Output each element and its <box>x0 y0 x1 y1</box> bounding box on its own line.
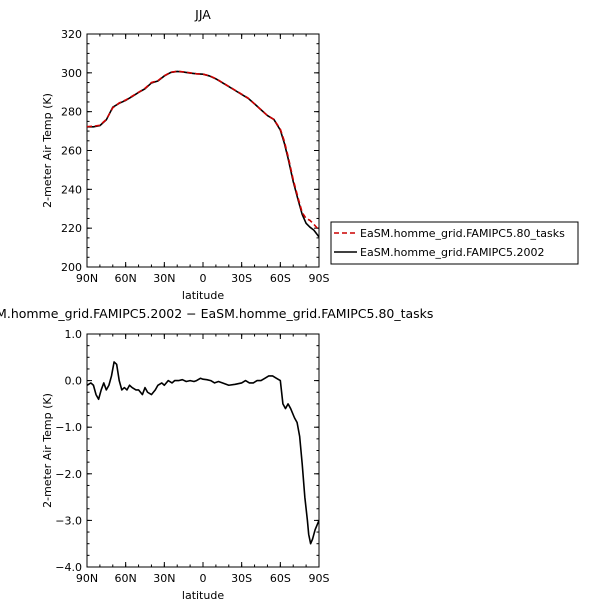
y-tick-label: 1.0 <box>65 328 83 341</box>
x-tick-label: 60N <box>115 272 137 285</box>
x-tick-label: 30N <box>153 572 175 585</box>
x-tick-label: 90N <box>76 272 98 285</box>
series-line <box>87 70 319 238</box>
x-axis-label: latitude <box>182 289 224 302</box>
chart-title: EaSM.homme_grid.FAMIPC5.2002 − EaSM.homm… <box>0 306 433 321</box>
chart-title: JJA <box>194 7 211 22</box>
series-line <box>87 361 319 545</box>
x-tick-label: 30S <box>231 272 252 285</box>
y-axis-label: 2-meter Air Temp (K) <box>41 93 54 208</box>
x-tick-label: 0 <box>200 572 207 585</box>
plot-frame <box>86 333 320 568</box>
y-axis-label: 2-meter Air Temp (K) <box>41 393 54 508</box>
x-tick-label: 90S <box>309 572 330 585</box>
y-tick-label: 0.0 <box>65 375 83 388</box>
y-tick-label: −4.0 <box>55 561 82 574</box>
y-tick-label: 240 <box>61 183 82 196</box>
y-tick-label: −2.0 <box>55 468 82 481</box>
y-tick-label: 300 <box>61 67 82 80</box>
x-axis-label: latitude <box>182 589 224 602</box>
y-tick-label: 260 <box>61 145 82 158</box>
x-tick-label: 60S <box>270 572 291 585</box>
legend-label: EaSM.homme_grid.FAMIPC5.80_tasks <box>360 227 565 240</box>
x-tick-label: 90N <box>76 572 98 585</box>
x-tick-label: 90S <box>309 272 330 285</box>
x-tick-label: 0 <box>200 272 207 285</box>
y-tick-label: 200 <box>61 261 82 274</box>
legend-box <box>330 221 579 265</box>
y-tick-label: 220 <box>61 222 82 235</box>
plot-frame <box>86 33 320 268</box>
y-tick-label: 280 <box>61 106 82 119</box>
x-tick-label: 60N <box>115 572 137 585</box>
series-line <box>87 70 319 231</box>
legend-label: EaSM.homme_grid.FAMIPC5.2002 <box>360 246 544 259</box>
x-tick-label: 30N <box>153 272 175 285</box>
y-tick-label: 320 <box>61 28 82 41</box>
x-tick-label: 30S <box>231 572 252 585</box>
y-tick-label: −3.0 <box>55 514 82 527</box>
y-tick-label: −1.0 <box>55 421 82 434</box>
x-tick-label: 60S <box>270 272 291 285</box>
